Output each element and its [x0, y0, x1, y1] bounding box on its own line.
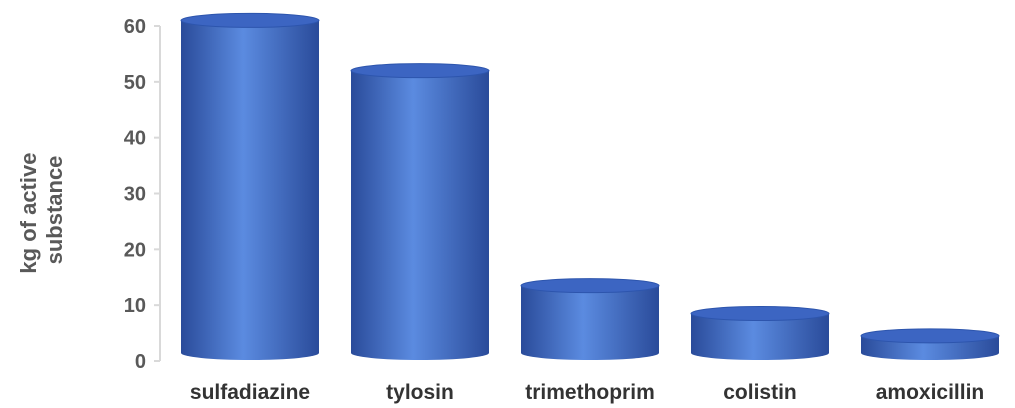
bars [180, 12, 1000, 361]
y-axis-ticks: 0 10 20 30 40 50 60 [124, 16, 160, 373]
bar-body [521, 285, 659, 360]
y-tick-label: 10 [124, 295, 146, 317]
y-axis-label-line-1: kg of active [16, 153, 41, 274]
y-tick-label: 50 [124, 72, 146, 94]
bar-top [180, 12, 320, 28]
y-tick-label: 60 [124, 16, 146, 38]
bar-body [181, 20, 319, 361]
category-label: trimethoprim [525, 381, 655, 404]
category-label: tylosin [386, 381, 454, 404]
y-tick-label: 40 [124, 128, 146, 150]
category-label: colistin [723, 381, 797, 404]
category-label: amoxicillin [876, 381, 985, 404]
bar-top [690, 306, 830, 322]
svg-text:kg of active substance: kg of active substance [16, 146, 67, 273]
bar-top [350, 63, 490, 79]
bar-sulfadiazine [180, 12, 320, 361]
y-axis-label-line-2: substance [42, 156, 67, 265]
bar-top [860, 328, 1000, 344]
bar-body [691, 313, 829, 360]
y-tick-label: 30 [124, 184, 146, 206]
category-label: sulfadiazine [190, 381, 310, 404]
y-axis-label: kg of active substance [16, 146, 67, 274]
bar-amoxicillin [860, 328, 1000, 360]
y-tick-label: 0 [135, 351, 146, 373]
bar-colistin [690, 306, 830, 360]
bar-tylosin [350, 63, 490, 361]
bar-top [520, 278, 660, 294]
category-labels: sulfadiazine tylosin trimethoprim colistin a… [190, 381, 984, 404]
y-tick-label: 20 [124, 239, 146, 261]
bar-trimethoprim [520, 278, 660, 360]
bar-body [351, 70, 489, 361]
